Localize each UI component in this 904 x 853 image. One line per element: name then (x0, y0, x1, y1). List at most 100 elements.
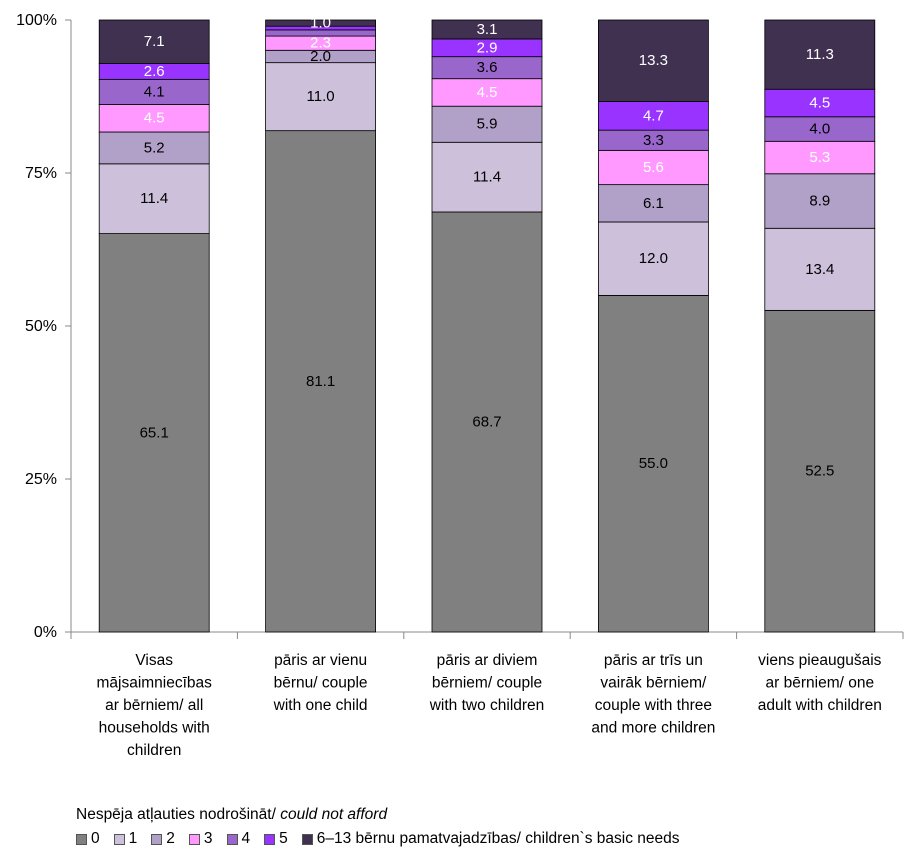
data-label: 5.3 (809, 149, 830, 166)
data-label: 4.7 (643, 107, 664, 124)
data-label: 8.9 (809, 193, 830, 210)
legend-title-text: Nespēja atļauties nodrošināt/ (76, 806, 276, 823)
bar-segment (431, 78, 543, 107)
legend-item: 1 (113, 830, 138, 848)
category-label: ar bērniem/ all (105, 697, 203, 714)
bar-segment (764, 227, 876, 311)
bar-segment (98, 163, 210, 234)
data-label: 11.4 (140, 190, 168, 207)
category-label: bērniem/ couple (432, 675, 542, 692)
category-label: couple with three (595, 697, 712, 714)
data-label: 65.1 (140, 424, 169, 441)
category-label: ar bērniem/ one (766, 675, 875, 692)
category-label: viens pieaugušais (758, 652, 881, 669)
category-label: and more children (591, 720, 715, 737)
bar-segment (98, 19, 210, 64)
bar-segment (265, 62, 377, 132)
data-label: 11.4 (473, 169, 501, 186)
bar-segment (764, 309, 876, 633)
category-label: with one child (273, 697, 368, 714)
bar-segment (598, 19, 709, 102)
data-label: 4.1 (144, 83, 165, 100)
y-tick-label: 0% (34, 624, 57, 641)
legend-title-italic: could not afford (280, 806, 388, 823)
legend-label: 5 (279, 830, 288, 847)
data-label: 3.1 (477, 21, 498, 38)
bar-segment (598, 294, 709, 633)
y-tick-label: 50% (25, 318, 57, 335)
stacked-bar-chart: 0% 25% 50% 75% 100% 65.1 11.4 5.2 4.5 4.1 2.6 7.1 Vi… (16, 12, 904, 759)
bar-segment (98, 78, 210, 105)
category-label: children (127, 742, 181, 759)
data-label: 4.0 (809, 121, 830, 138)
data-label: 4.5 (809, 95, 830, 112)
category-label: Visas (135, 652, 173, 669)
category-label: pāris ar trīs un (604, 652, 703, 669)
bar-segment (98, 233, 210, 633)
data-label: 5.2 (144, 139, 165, 156)
legend-label: 2 (166, 830, 175, 847)
bar-segment (265, 130, 377, 633)
legend-label: 4 (241, 830, 251, 847)
legend-label: 0 (91, 830, 100, 847)
y-tick-label: 75% (25, 165, 57, 182)
bar-segment (764, 88, 876, 118)
y-tick-label: 25% (25, 471, 57, 488)
data-label: 2.3 (310, 35, 331, 52)
bar-segment (598, 184, 709, 223)
category-label: with two children (429, 697, 545, 714)
data-label: 4.5 (477, 84, 498, 101)
bar-segment (764, 19, 876, 90)
data-label: 68.7 (472, 413, 501, 430)
data-label: 13.3 (639, 52, 668, 69)
y-tick-label: 100% (16, 12, 57, 29)
category-label: pāris ar vienu (274, 652, 367, 669)
legend-label: 6–13 bērnu pamatvajadzības/ children`s b… (316, 830, 680, 847)
legend-item: 2 (151, 830, 175, 848)
bar-segment (431, 211, 543, 633)
legend-label: 3 (203, 830, 213, 847)
data-label: 4.5 (144, 110, 165, 127)
legend: 0 1 2 3 4 5 6–13 bērnu pamatvajadzības/ childr… (76, 830, 680, 848)
data-label: 3.6 (477, 59, 498, 76)
bar-segment (431, 105, 543, 143)
data-label: 2.9 (477, 39, 498, 56)
category-label: vairāk bērniem/ (600, 675, 707, 692)
legend-swatch (264, 833, 276, 845)
bar-segment (598, 149, 709, 186)
data-label: 55.0 (639, 455, 668, 472)
data-label: 1.0 (310, 15, 331, 32)
legend-swatch (113, 833, 125, 845)
category-label: mājsaimniecības (96, 675, 212, 692)
data-label: 11.3 (806, 46, 834, 63)
legend-swatch (301, 833, 313, 845)
data-label: 52.5 (805, 463, 834, 480)
bar-segment (431, 141, 543, 213)
bar-segment (764, 116, 876, 142)
bar-segment (764, 173, 876, 229)
data-label: 3.3 (643, 132, 664, 149)
category-label: pāris ar diviem (437, 652, 538, 669)
category-label: households with (99, 720, 210, 737)
legend-item: 3 (188, 830, 213, 848)
bar-segment (764, 140, 876, 175)
data-label: 81.1 (306, 373, 335, 390)
legend-swatch (151, 833, 163, 845)
bar-segment (431, 19, 543, 40)
legend-item: 5 (264, 830, 288, 848)
category-label: bērnu/ couple (274, 675, 368, 692)
bar-segment (98, 104, 210, 133)
bar-segment (598, 100, 709, 131)
legend-swatch (188, 833, 200, 845)
bar-segment (265, 19, 377, 27)
category-label: adult with children (758, 697, 882, 714)
legend-label: 1 (128, 830, 138, 847)
data-label: 13.4 (805, 261, 834, 278)
data-label: 5.9 (477, 116, 498, 133)
bar-segment (598, 221, 709, 296)
legend-item: 0 (76, 830, 100, 848)
data-label: 7.1 (144, 33, 165, 50)
data-label: 5.6 (643, 159, 664, 176)
legend-title: Nespēja atļauties nodrošināt/ could not … (76, 806, 387, 824)
legend-swatch (76, 833, 87, 845)
